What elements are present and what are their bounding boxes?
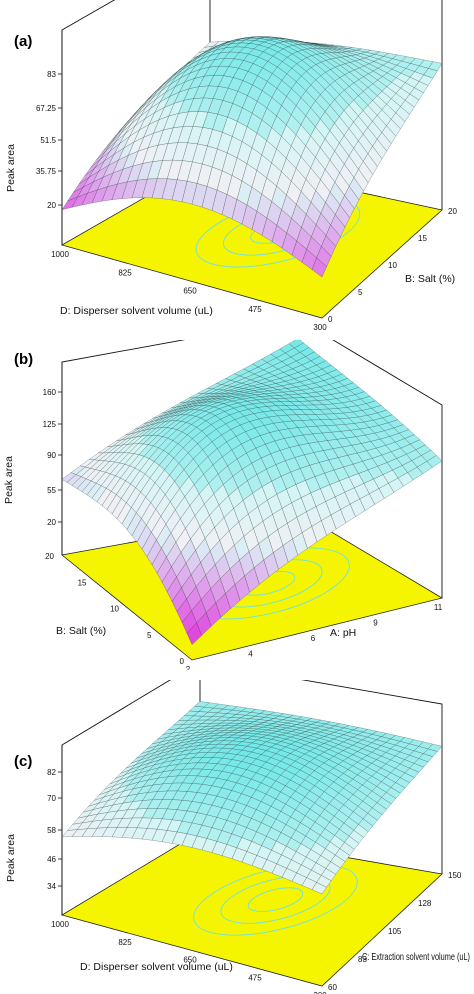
x-tick-label: 825 bbox=[118, 938, 132, 947]
y-tick-label: 128 bbox=[418, 899, 432, 908]
z-tick-label: 20 bbox=[47, 518, 56, 527]
y-tick-label: 20 bbox=[45, 552, 54, 561]
response-surface bbox=[61, 36, 443, 278]
response-surface bbox=[61, 701, 443, 895]
back-wall-right bbox=[301, 680, 443, 874]
x-tick-label: 650 bbox=[183, 956, 197, 965]
y-tick-label: 0 bbox=[180, 657, 185, 666]
x-tick-label: 475 bbox=[248, 973, 262, 982]
z-tick-label: 90 bbox=[47, 451, 56, 460]
z-tick-label: 70 bbox=[47, 794, 56, 803]
contour-floor bbox=[60, 831, 443, 987]
x-tick-label: 1000 bbox=[51, 920, 69, 929]
z-tick-label: 83 bbox=[47, 70, 56, 79]
surface-cell bbox=[311, 257, 327, 278]
y-axis-label: B: Salt (%) bbox=[56, 625, 106, 637]
y-tick-label: 15 bbox=[418, 234, 427, 243]
x-axis-label: D: Disperser solvent volume (uL) bbox=[80, 961, 233, 973]
z-tick-label: 58 bbox=[47, 826, 56, 835]
x-tick-label: 825 bbox=[118, 268, 132, 277]
x-tick-label: 475 bbox=[248, 305, 262, 314]
x-tick-label: 650 bbox=[183, 287, 197, 296]
y-axis-label: C: Extraction solvent volume (uL) bbox=[362, 951, 470, 963]
x-axis-label: A: pH bbox=[330, 627, 356, 639]
y-tick-label: 15 bbox=[78, 578, 87, 587]
y-tick-label: 5 bbox=[358, 288, 363, 297]
contour-line bbox=[220, 875, 331, 924]
z-tick-label: 20 bbox=[47, 201, 56, 210]
z-axis-label: Peak area bbox=[5, 834, 17, 882]
z-axis-label: Peak area bbox=[3, 456, 15, 504]
y-tick-label: 20 bbox=[448, 207, 457, 216]
z-tick-label: 125 bbox=[43, 420, 57, 429]
z-tick-label: 67.25 bbox=[36, 104, 57, 113]
back-wall-right bbox=[332, 340, 443, 598]
chart-panel-c: (c) 34 46 58 70 82 1000 825 650 475 30060 83 105 128 1… bbox=[0, 680, 474, 994]
chart-panel-b: (b) 20 55 90 125 160 2 4 6 9 11 0 5 10 15 20 Peak area A:… bbox=[0, 340, 474, 670]
y-tick-label: 10 bbox=[388, 261, 397, 270]
surface-cell bbox=[186, 622, 202, 645]
panel-label: (b) bbox=[14, 351, 33, 368]
y-tick-label: 83 bbox=[358, 955, 367, 964]
z-tick-label: 34 bbox=[47, 882, 56, 891]
x-tick-label: 4 bbox=[248, 650, 253, 659]
panel-label: (a) bbox=[14, 33, 32, 50]
z-axis-label: Peak area bbox=[5, 144, 17, 192]
x-tick-label: 6 bbox=[311, 634, 316, 643]
chart-panel-a: (a) 20 35.75 51.5 67.25 83 1000 825 650 475 300 0 5 1… bbox=[0, 0, 474, 330]
contour-line bbox=[247, 887, 304, 912]
panel-label: (c) bbox=[14, 753, 32, 770]
z-tick-label: 55 bbox=[47, 486, 56, 495]
y-tick-label: 5 bbox=[147, 631, 152, 640]
y-tick-label: 60 bbox=[328, 983, 337, 992]
x-axis-label: D: Disperser solvent volume (uL) bbox=[60, 305, 213, 317]
surface-cell bbox=[311, 882, 327, 895]
x-tick-label: 1000 bbox=[51, 250, 69, 259]
y-tick-label: 150 bbox=[448, 871, 462, 880]
y-tick-label: 10 bbox=[110, 605, 119, 614]
response-surface bbox=[61, 340, 443, 645]
surface-plot-c: (c) 34 46 58 70 82 1000 825 650 475 30060 83 105 128 1… bbox=[5, 680, 470, 994]
x-tick-label: 11 bbox=[434, 603, 443, 612]
z-tick-label: 160 bbox=[43, 388, 57, 397]
y-tick-label: 0 bbox=[328, 315, 333, 324]
x-tick-label: 300 bbox=[313, 991, 327, 994]
z-tick-label: 82 bbox=[47, 768, 56, 777]
y-tick-label: 105 bbox=[388, 927, 402, 936]
back-wall-right bbox=[441, 0, 443, 210]
z-tick-label: 35.75 bbox=[36, 167, 57, 176]
z-tick-label: 51.5 bbox=[40, 136, 56, 145]
y-axis-label: B: Salt (%) bbox=[405, 273, 455, 285]
x-tick-label: 9 bbox=[373, 619, 378, 628]
surface-plot-b: (b) 20 55 90 125 160 2 4 6 9 11 0 5 10 15 20 Peak area A:… bbox=[3, 340, 444, 670]
x-tick-label: 300 bbox=[313, 323, 327, 330]
z-tick-label: 46 bbox=[47, 855, 56, 864]
x-tick-label: 2 bbox=[186, 665, 191, 670]
